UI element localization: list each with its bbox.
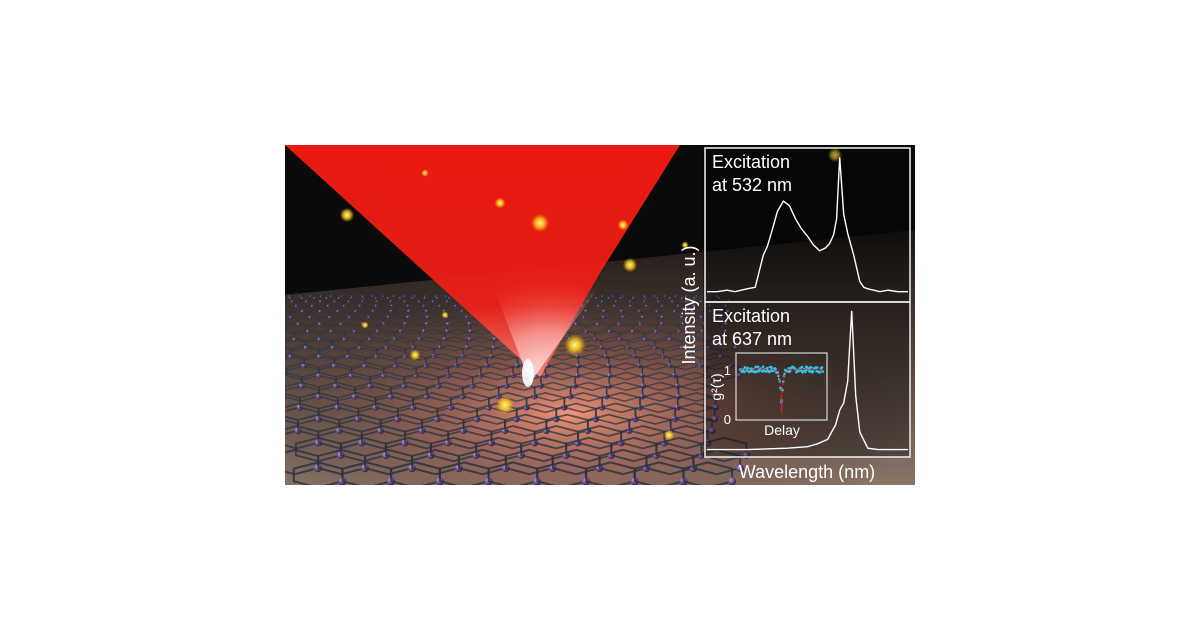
inset-frame <box>735 352 828 421</box>
inset-ylabel: g²(τ) <box>708 373 724 400</box>
panel-top: Excitation at 532 nm <box>704 147 911 303</box>
panel-bottom: Excitation at 637 nm 1 0 g²(τ) Delay <box>704 301 911 458</box>
inset-data-point <box>743 370 746 374</box>
panel-bottom-spectrum-line <box>707 310 908 451</box>
spectra-panels: Excitation at 532 nm Excitation at 637 n… <box>679 147 911 482</box>
panel-bottom-title-line1: Excitation <box>712 306 790 326</box>
inset-data-point <box>818 371 822 374</box>
panel-top-title-line2: at 532 nm <box>712 175 792 195</box>
inset-data-point <box>787 367 791 370</box>
inset-data-point <box>820 366 824 369</box>
inset-data-point <box>809 365 813 369</box>
inset-data-point <box>801 371 804 374</box>
panel-top-title-line1: Excitation <box>712 152 790 172</box>
inset-data-point <box>761 365 765 368</box>
panel-bottom-frame <box>704 301 911 458</box>
inset-ytick-1: 1 <box>724 363 731 378</box>
y-axis-label: Intensity (a. u.) <box>679 245 699 364</box>
inset-data-point <box>788 369 792 373</box>
panel-top-spectrum-line <box>707 157 908 293</box>
inset-data-point <box>756 365 760 369</box>
inset-data-point <box>745 369 749 373</box>
inset-data-point <box>779 386 782 390</box>
inset-ytick-0: 0 <box>724 412 731 427</box>
inset-data-point <box>770 366 773 369</box>
x-axis-label: Wavelength (nm) <box>739 462 875 482</box>
inset-xlabel: Delay <box>764 422 800 438</box>
inset-data-point <box>753 370 757 374</box>
graphene-laser-illustration <box>285 145 915 485</box>
inset-data-point <box>811 370 815 373</box>
g2-inset: 1 0 g²(τ) Delay <box>708 352 828 438</box>
inset-data-point <box>781 388 784 392</box>
inset-data-point <box>800 365 804 369</box>
inset-data-point <box>804 370 807 374</box>
inset-data-point <box>742 368 745 371</box>
inset-data-point <box>766 366 769 370</box>
figure: Excitation at 532 nm Excitation at 637 n… <box>285 145 915 485</box>
inset-data-point <box>750 370 754 373</box>
laser-cone <box>285 145 680 377</box>
inset-data-point <box>821 370 825 373</box>
inset-data-point <box>808 370 811 373</box>
inset-data-point <box>754 365 758 369</box>
inset-fit-line <box>740 368 823 414</box>
panel-bottom-title-line2: at 637 nm <box>712 329 792 349</box>
inset-data-point <box>816 366 819 369</box>
